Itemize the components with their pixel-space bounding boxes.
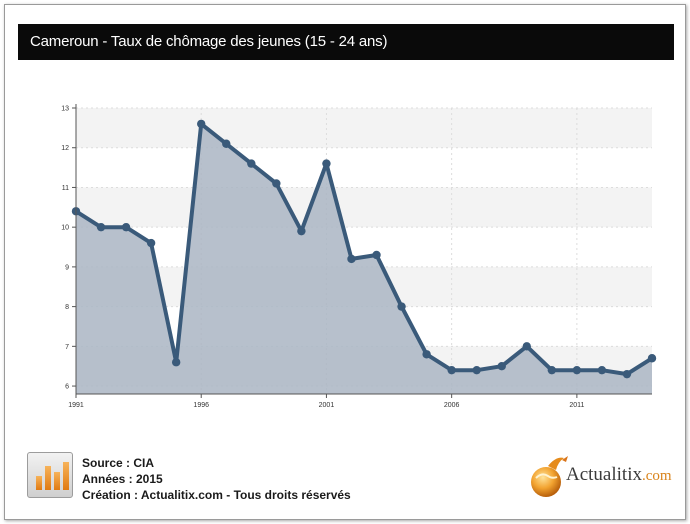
data-point [497,361,506,371]
y-tick-label: 7 [65,344,69,351]
data-point [222,139,231,148]
data-point [572,365,582,375]
data-point [297,226,306,236]
globe-icon [531,456,568,497]
y-tick-label: 8 [65,304,69,311]
footer-text: Source : CIA Années : 2015 Création : Ac… [82,455,351,503]
brand-logo: Actualitix.com [526,452,686,502]
data-point [597,365,607,375]
bar-chart-icon [27,452,73,498]
data-point [622,369,632,379]
data-point [547,365,557,375]
grid-band [76,187,652,228]
x-tick-label: 1996 [193,402,209,409]
data-point [247,159,256,168]
footer-years: Années : 2015 [82,472,163,486]
footer-source: Source : CIA [82,456,155,470]
data-point [171,358,181,367]
chart-axes [75,104,652,395]
y-axis-ticks: 6 7 8 9 10 11 12 13 [61,106,76,391]
grid-band [76,108,652,148]
chart-title: Cameroun - Taux de chômage des jeunes (1… [18,24,674,60]
brand-name: Actualitix.com [566,464,672,486]
data-point [197,119,206,129]
data-point [522,342,531,351]
data-point [422,350,431,359]
x-axis-ticks: 1991 1996 2001 2006 2011 [68,394,584,409]
data-point [146,238,156,248]
y-tick-label: 10 [61,225,69,232]
data-point [322,159,331,168]
y-tick-label: 6 [65,384,69,391]
data-point [272,179,281,188]
brand-suffix: .com [641,468,672,484]
data-point [472,365,481,375]
x-tick-label: 1991 [68,402,84,409]
data-point [372,250,381,260]
y-tick-label: 11 [62,185,69,192]
x-tick-label: 2001 [319,402,335,409]
data-point [397,302,406,311]
y-tick-label: 12 [61,145,69,152]
data-point [121,222,131,232]
data-point [647,354,657,363]
x-tick-label: 2006 [444,402,460,409]
brand-name-text: Actualitix [566,464,642,485]
data-point [96,222,106,232]
y-tick-label: 13 [61,106,69,113]
data-point [347,254,356,264]
data-point [447,365,456,375]
x-tick-label: 2011 [569,402,584,409]
y-tick-label: 9 [65,264,69,271]
footer-creation: Création : Actualitix.com - Tous droits … [82,488,351,502]
series-points [71,119,657,379]
